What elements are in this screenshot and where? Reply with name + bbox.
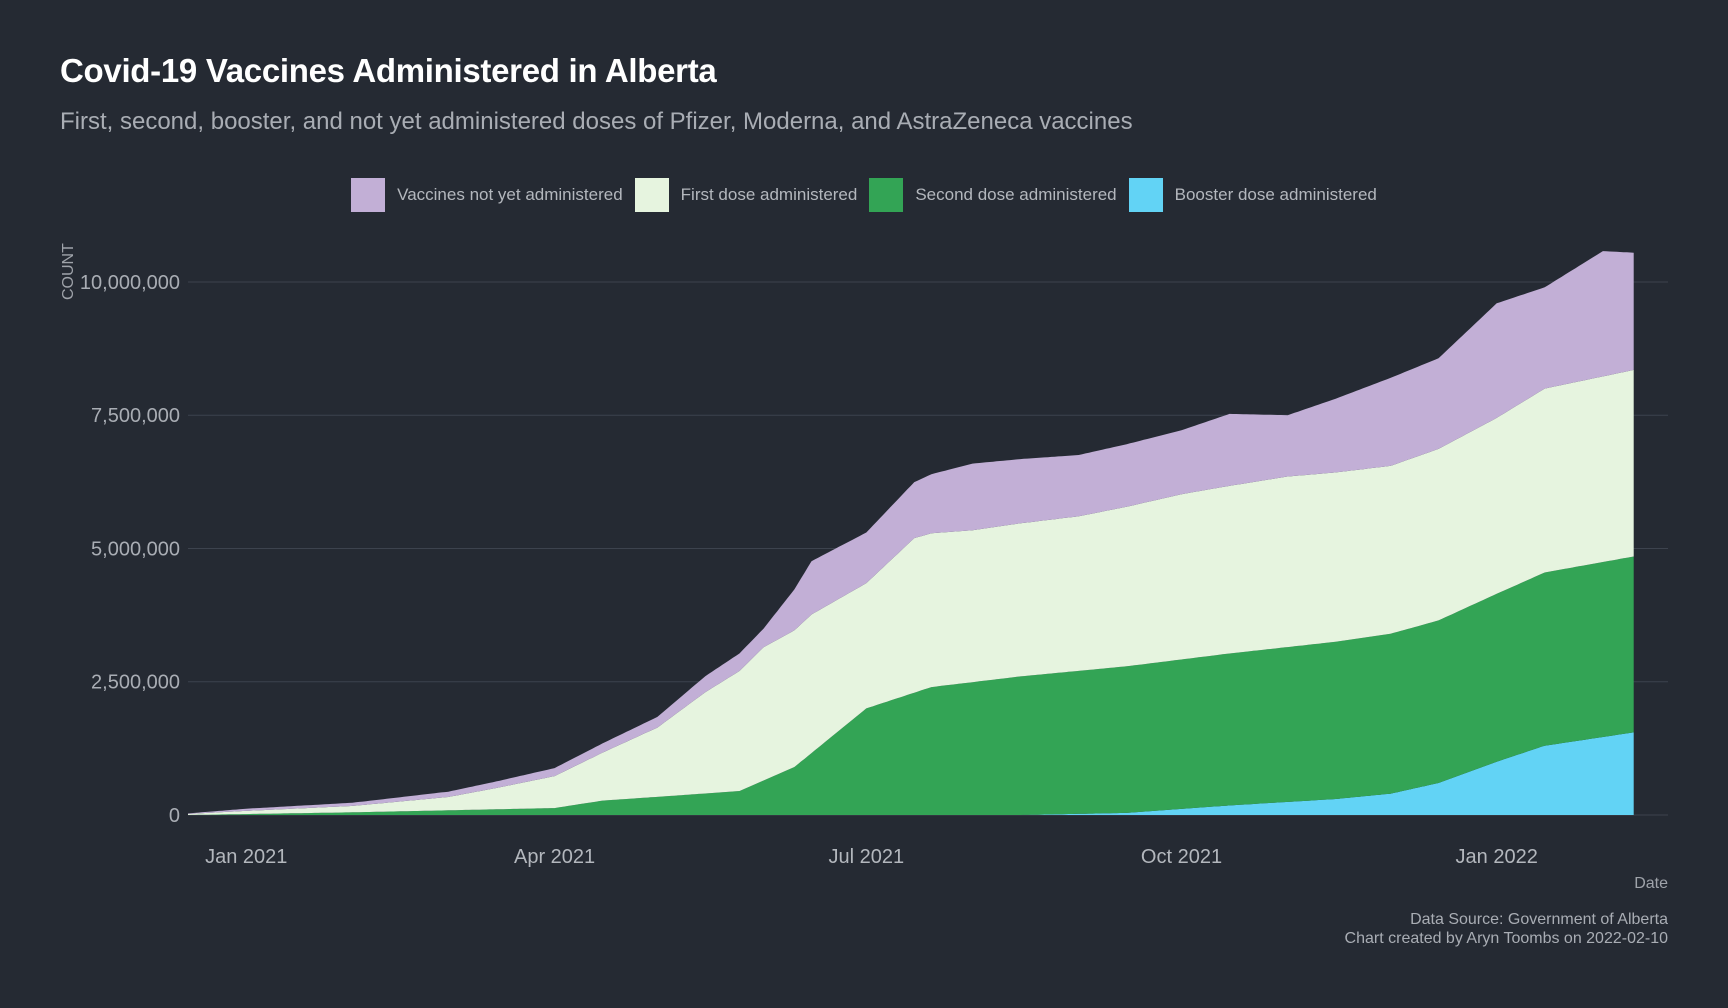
y-tick-label: 5,000,000 — [91, 538, 180, 560]
area-first-dose-administered — [188, 369, 1634, 815]
legend-label: Booster dose administered — [1174, 185, 1377, 204]
area-second-dose-administered — [188, 556, 1634, 815]
legend-label: Second dose administered — [915, 185, 1117, 204]
y-tick-label: 10,000,000 — [80, 272, 180, 294]
caption-source: Data Source: Government of Alberta — [1410, 911, 1668, 928]
caption: Data Source: Government of Alberta Chart… — [1345, 910, 1668, 948]
area-vaccines-not-yet-administered — [188, 251, 1634, 814]
x-axis-label: Date — [1634, 875, 1668, 892]
legend-label: Vaccines not yet administered — [397, 185, 623, 204]
legend-item-booster-dose: Booster dose administered — [1128, 178, 1377, 212]
legend-item-first-dose: First dose administered — [634, 178, 858, 212]
chart-subtitle: First, second, booster, and not yet admi… — [60, 108, 1133, 135]
x-tick-label: Jul 2021 — [829, 846, 905, 868]
legend-item-second-dose: Second dose administered — [869, 178, 1117, 212]
x-tick-label: Jan 2022 — [1456, 846, 1538, 868]
legend-swatch — [634, 178, 669, 212]
legend-label: First dose administered — [680, 185, 858, 204]
caption-credit: Chart created by Aryn Toombs on 2022-02-… — [1344, 930, 1668, 947]
y-tick-label: 2,500,000 — [91, 672, 180, 694]
y-tick-label: 0 — [169, 805, 180, 827]
chart-title: Covid-19 Vaccines Administered in Albert… — [60, 52, 717, 89]
areas — [188, 251, 1634, 815]
legend-swatch — [1128, 178, 1163, 212]
legend-swatch — [869, 178, 904, 212]
y-axis-label: COUNT — [60, 243, 77, 300]
x-tick-label: Jan 2021 — [205, 846, 287, 868]
area-booster-dose-administered — [188, 732, 1634, 815]
legend-item-not-administered: Vaccines not yet administered — [351, 178, 623, 212]
x-axis-ticks: Jan 2021 Apr 2021 Jul 2021 Oct 2021 Jan 2022 — [205, 846, 1538, 868]
x-tick-label: Apr 2021 — [514, 846, 595, 868]
x-tick-label: Oct 2021 — [1141, 846, 1222, 868]
y-axis-ticks: 0 2,500,000 5,000,000 7,500,000 10,000,000 — [80, 272, 180, 827]
legend-swatch — [351, 178, 386, 212]
y-tick-label: 7,500,000 — [91, 405, 180, 427]
legend: Vaccines not yet administered First dose… — [0, 178, 1728, 212]
